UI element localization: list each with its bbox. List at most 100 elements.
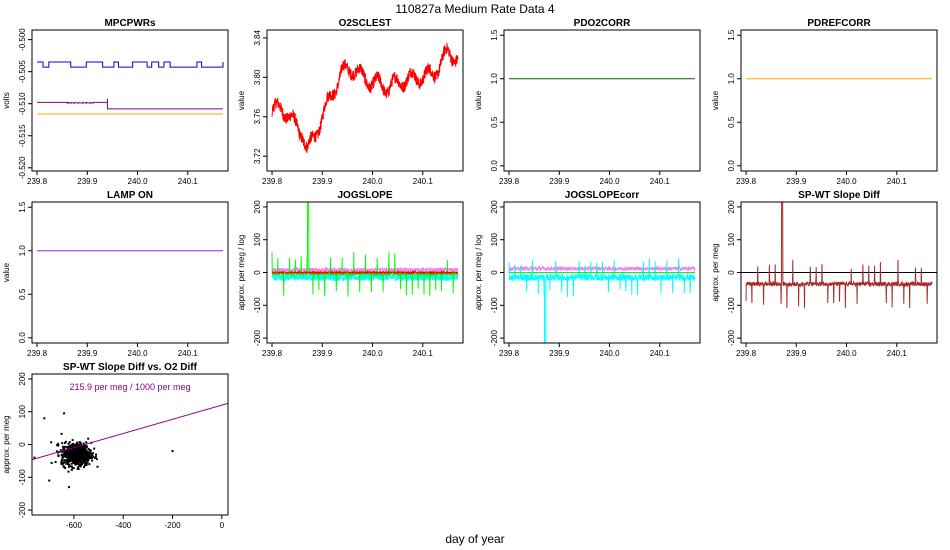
scatter-point bbox=[83, 461, 86, 464]
panel-ylabel: approx. per meg bbox=[2, 415, 11, 473]
scatter-point bbox=[91, 454, 94, 457]
scatter-point bbox=[83, 457, 86, 460]
y-tick-label: 3.72 bbox=[253, 148, 262, 164]
scatter-point bbox=[75, 457, 78, 460]
scatter-point bbox=[72, 461, 75, 464]
series-line bbox=[271, 272, 459, 282]
y-tick-label: 200 bbox=[727, 200, 736, 214]
y-tick-label: -0.510 bbox=[18, 92, 27, 115]
scatter-point bbox=[91, 459, 94, 462]
panel-title: SP-WT Slope Diff vs. O2 Diff bbox=[63, 362, 198, 373]
scatter-point bbox=[84, 460, 87, 463]
y-tick-label: 0 bbox=[18, 442, 27, 447]
scatter-point bbox=[72, 451, 75, 454]
panel-title: JOGSLOPE bbox=[337, 190, 392, 201]
x-tick-label: 240.1 bbox=[650, 177, 671, 186]
scatter-point bbox=[67, 470, 70, 473]
panel-o2sclest: O2SCLEST value 239.8 239.9 240.0 240.1 3.72 3.7… bbox=[237, 18, 464, 186]
scatter-point bbox=[82, 451, 85, 454]
y-tick-label: -100 bbox=[727, 297, 736, 314]
y-tick-label: 200 bbox=[490, 200, 499, 214]
x-tick-label: 240.1 bbox=[650, 349, 671, 358]
series-line bbox=[745, 202, 933, 309]
y-tick-label: -100 bbox=[253, 297, 262, 314]
scatter-point bbox=[87, 455, 90, 458]
figure-title: 110827a Medium Rate Data 4 bbox=[395, 2, 555, 16]
scatter-point bbox=[83, 447, 86, 450]
scatter-point bbox=[64, 467, 67, 470]
scatter-point bbox=[57, 444, 60, 447]
scatter-point bbox=[88, 449, 91, 452]
y-tick-label: -200 bbox=[490, 330, 499, 347]
y-tick-label: 1.5 bbox=[727, 29, 736, 41]
x-tick-label: -600 bbox=[66, 521, 83, 530]
scatter-point bbox=[84, 462, 87, 465]
scatter-point bbox=[66, 463, 69, 466]
x-tick-label: 239.8 bbox=[499, 177, 520, 186]
panel-title: MPCPWRs bbox=[104, 18, 156, 29]
panel-title: LAMP ON bbox=[107, 190, 153, 201]
scatter-point bbox=[93, 456, 96, 459]
y-tick-label: 0.5 bbox=[727, 116, 736, 128]
scatter-point bbox=[71, 439, 74, 442]
scatter-point bbox=[70, 462, 73, 465]
scatter-point bbox=[77, 459, 80, 462]
scatter-point bbox=[89, 456, 92, 459]
panel-title: JOGSLOPEcorr bbox=[565, 190, 640, 201]
x-tick-label: -200 bbox=[165, 521, 182, 530]
series-line bbox=[37, 98, 223, 110]
plot-area bbox=[37, 61, 224, 115]
y-tick-label: 200 bbox=[253, 200, 262, 214]
scatter-point bbox=[55, 450, 58, 453]
scatter-point bbox=[60, 462, 63, 465]
scatter-point bbox=[83, 458, 86, 461]
scatter-point bbox=[76, 450, 79, 453]
x-tick-label: 239.9 bbox=[77, 177, 98, 186]
scatter-point bbox=[76, 456, 79, 459]
scatter-point bbox=[73, 457, 76, 460]
scatter-point bbox=[66, 446, 69, 449]
scatter-point bbox=[68, 451, 71, 454]
plot-frame bbox=[31, 201, 229, 344]
scatter-point bbox=[56, 444, 59, 447]
scatter-point bbox=[67, 450, 70, 453]
scatter-point bbox=[50, 441, 53, 444]
panel-jogslopecorr: JOGSLOPEcorr approx. per meg / log 239.8 23… bbox=[474, 190, 701, 358]
scatter-point bbox=[85, 454, 88, 457]
scatter-point bbox=[77, 444, 80, 447]
x-tick-label: 240.0 bbox=[837, 177, 858, 186]
scatter-point bbox=[85, 459, 88, 462]
scatter-point bbox=[65, 459, 68, 462]
scatter-point bbox=[60, 432, 63, 435]
scatter-point bbox=[61, 459, 64, 462]
panel-spwtslopediff: SP-WT Slope Diff approx. per meg 239.8 239.… bbox=[711, 190, 938, 358]
scatter-point bbox=[65, 454, 68, 457]
scatter-point bbox=[76, 462, 79, 465]
scatter-point bbox=[61, 463, 64, 466]
scatter-point bbox=[79, 441, 82, 444]
y-tick-label: -200 bbox=[18, 502, 27, 519]
scatter-point bbox=[64, 461, 67, 464]
scatter-point bbox=[61, 451, 64, 454]
plot-area bbox=[32, 402, 228, 489]
scatter-point bbox=[75, 452, 78, 455]
x-tick-label: 240.1 bbox=[178, 349, 199, 358]
scatter-point bbox=[77, 455, 80, 458]
scatter-point bbox=[88, 463, 91, 466]
scatter-point bbox=[71, 465, 74, 468]
scatter-point bbox=[75, 449, 78, 452]
scatter-point bbox=[54, 460, 57, 463]
plot-frame bbox=[740, 201, 938, 344]
scatter-point bbox=[88, 454, 91, 457]
y-tick-label: 1.0 bbox=[727, 73, 736, 85]
scatter-point bbox=[85, 463, 88, 466]
y-tick-label: 100 bbox=[490, 232, 499, 246]
y-tick-label: 0 bbox=[490, 270, 499, 275]
panel-mpcpwrs: MPCPWRs volts 239.8 239.9 240.0 240.1 -0.500 -0… bbox=[2, 18, 229, 186]
scatter-point bbox=[79, 446, 82, 449]
scatter-point bbox=[75, 461, 78, 464]
series-line bbox=[271, 42, 459, 153]
scatter-point bbox=[61, 456, 64, 459]
scatter-point bbox=[76, 447, 79, 450]
y-tick-label: -0.520 bbox=[18, 156, 27, 179]
